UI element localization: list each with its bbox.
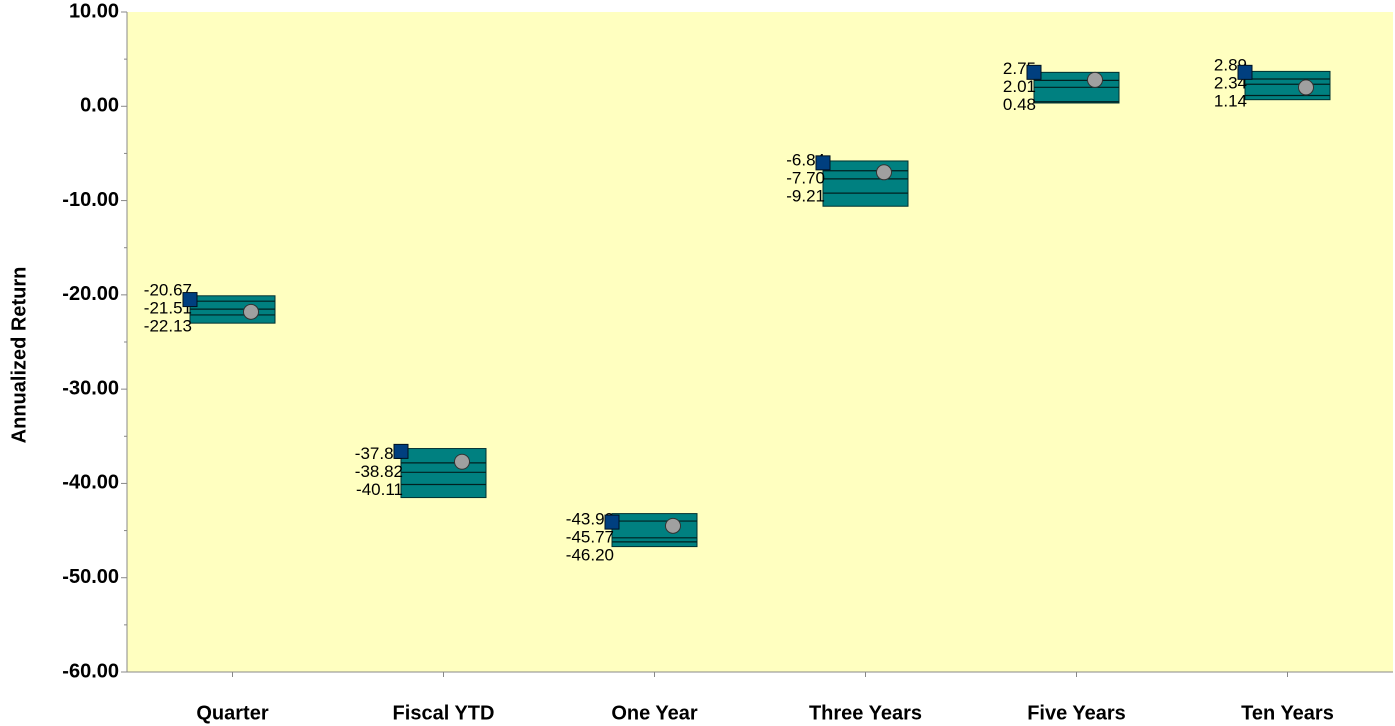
x-tick-label: Five Years	[1027, 702, 1126, 724]
upper-label: -20.67	[144, 281, 192, 300]
lower-label: 0.48	[1003, 95, 1036, 114]
lower-label: -9.21	[786, 186, 825, 205]
upper-label: -37.82	[355, 444, 403, 463]
lower-label: -22.13	[144, 317, 192, 336]
square-marker	[1237, 64, 1253, 80]
square-marker	[182, 292, 198, 308]
lower-label: -40.11	[356, 480, 403, 499]
x-tick-label: Three Years	[809, 702, 922, 724]
range-box	[400, 448, 487, 499]
circle-marker	[876, 164, 892, 181]
median-label: -21.51	[144, 299, 192, 318]
median-label: -45.77	[566, 527, 614, 546]
plot-area	[127, 12, 1393, 672]
y-tick-label: -50.00	[62, 566, 119, 588]
upper-label: -43.99	[566, 509, 614, 528]
upper-label: -6.84	[786, 150, 825, 169]
y-axis-title: Annualized Return	[8, 267, 30, 444]
median-label: -38.82	[355, 462, 403, 481]
circle-marker	[243, 303, 259, 320]
y-tick-label: 0.00	[80, 95, 119, 117]
x-tick-label: Fiscal YTD	[393, 702, 495, 724]
median-label: -7.70	[786, 168, 825, 187]
x-tick-label: One Year	[611, 702, 698, 724]
y-tick-label: -10.00	[62, 189, 119, 211]
range-box	[611, 513, 698, 548]
range-box	[822, 160, 909, 207]
y-tick-label: -20.00	[62, 283, 119, 305]
y-tick-label: 10.00	[69, 0, 119, 22]
square-marker	[604, 514, 620, 530]
square-marker	[393, 443, 409, 459]
x-tick-label: Quarter	[196, 702, 268, 724]
circle-marker	[454, 453, 470, 470]
y-tick-label: -60.00	[62, 660, 119, 682]
circle-marker	[1298, 79, 1314, 96]
lower-label: -46.20	[566, 545, 614, 564]
y-tick-label: -30.00	[62, 377, 119, 399]
lower-label: 1.14	[1214, 92, 1247, 111]
square-marker	[815, 155, 831, 171]
square-marker	[1026, 64, 1042, 80]
median-label: 2.01	[1003, 77, 1036, 96]
circle-marker	[1087, 71, 1103, 88]
circle-marker	[665, 517, 681, 534]
x-tick-label: Ten Years	[1241, 702, 1334, 724]
y-tick-label: -40.00	[62, 472, 119, 494]
